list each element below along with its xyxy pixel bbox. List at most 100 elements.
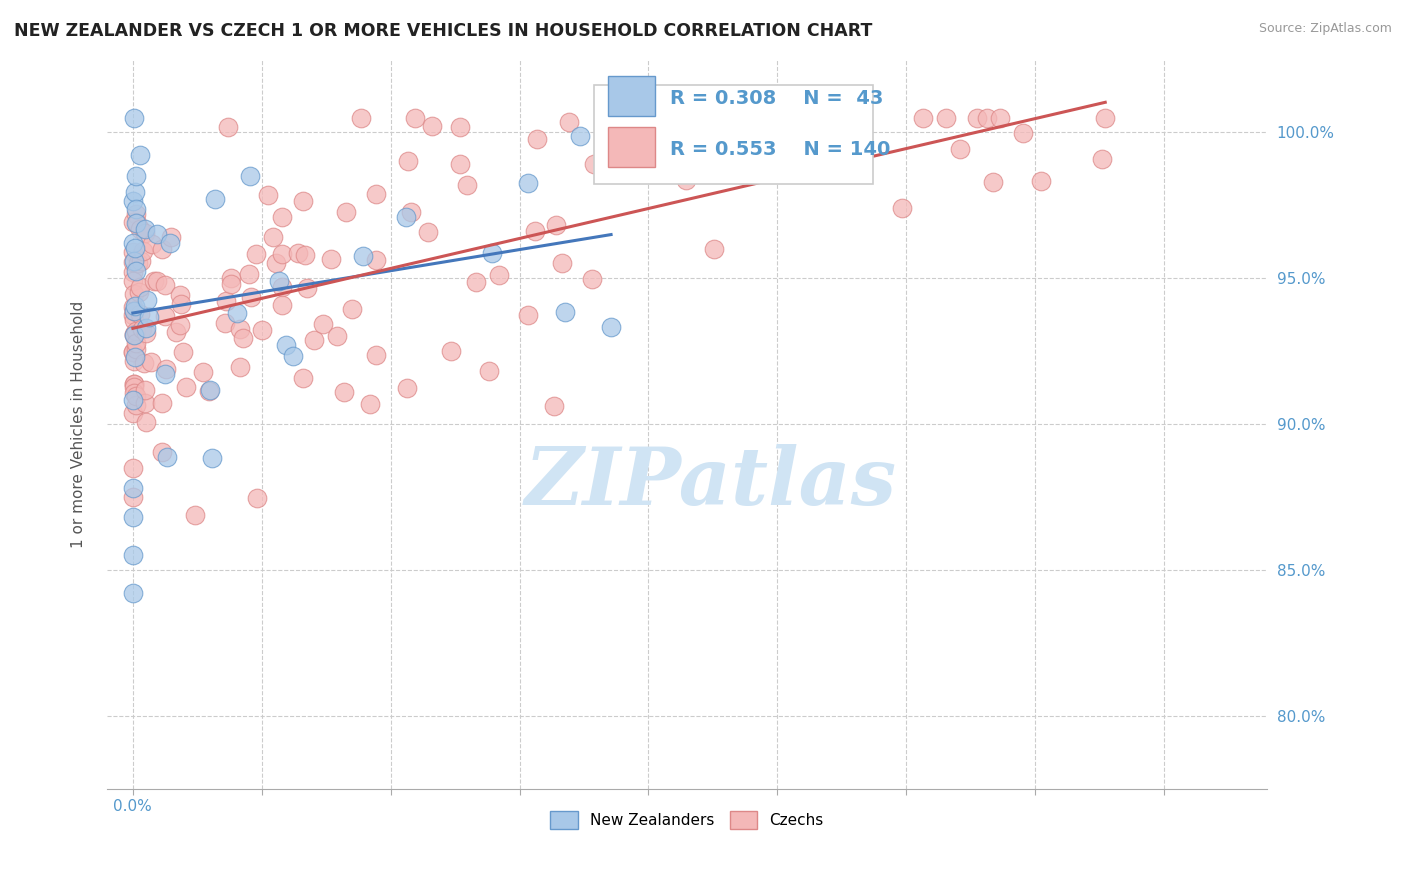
- Point: [150, 243, 173, 257]
- Point: [122, 304, 145, 318]
- Point: [239, 290, 262, 304]
- Point: [1029, 174, 1052, 188]
- Point: [981, 175, 1004, 189]
- Text: R = 0.308    N =  43: R = 0.308 N = 43: [669, 88, 883, 108]
- Point: [581, 271, 603, 285]
- Point: [125, 202, 148, 216]
- Point: [122, 345, 145, 359]
- Point: [169, 287, 191, 301]
- Point: [138, 310, 160, 324]
- Point: [153, 277, 176, 292]
- Point: [349, 111, 371, 125]
- Point: [122, 255, 145, 269]
- Text: ZIPatlas: ZIPatlas: [524, 443, 896, 521]
- Point: [219, 271, 242, 285]
- Point: [292, 194, 315, 208]
- Point: [125, 169, 148, 184]
- Point: [135, 326, 157, 341]
- Point: [169, 297, 191, 311]
- Point: [134, 396, 156, 410]
- Point: [264, 255, 287, 269]
- Point: [129, 222, 152, 236]
- Point: [124, 350, 146, 364]
- Point: [129, 148, 152, 162]
- Point: [332, 385, 354, 400]
- Point: [122, 406, 145, 420]
- Point: [125, 335, 148, 350]
- Point: [125, 216, 148, 230]
- Point: [124, 111, 146, 125]
- Point: [122, 510, 145, 524]
- Point: [416, 225, 439, 239]
- Point: [396, 153, 419, 168]
- Point: [122, 345, 145, 359]
- Point: [135, 321, 157, 335]
- Point: [124, 386, 146, 401]
- Point: [125, 324, 148, 338]
- Point: [364, 186, 387, 201]
- Text: R = 0.553    N = 140: R = 0.553 N = 140: [669, 140, 890, 159]
- Point: [675, 172, 697, 186]
- Point: [122, 328, 145, 343]
- Point: [150, 445, 173, 459]
- Point: [292, 371, 315, 385]
- Point: [125, 398, 148, 412]
- Point: [839, 111, 862, 125]
- Point: [198, 384, 221, 399]
- Point: [122, 376, 145, 391]
- Text: Source: ZipAtlas.com: Source: ZipAtlas.com: [1258, 22, 1392, 36]
- Point: [122, 481, 145, 495]
- Point: [399, 204, 422, 219]
- Point: [141, 355, 163, 369]
- Point: [229, 322, 252, 336]
- Point: [156, 450, 179, 464]
- Point: [481, 246, 503, 260]
- Point: [155, 309, 177, 323]
- Point: [122, 304, 145, 318]
- Point: [359, 397, 381, 411]
- Point: [551, 256, 574, 270]
- Point: [160, 229, 183, 244]
- Point: [165, 326, 187, 340]
- Point: [134, 355, 156, 369]
- Point: [465, 275, 488, 289]
- Point: [135, 415, 157, 429]
- Point: [569, 128, 592, 143]
- Point: [271, 246, 294, 260]
- Point: [340, 301, 363, 316]
- Point: [891, 201, 914, 215]
- Point: [262, 230, 284, 244]
- Point: [131, 322, 153, 336]
- Point: [129, 254, 152, 268]
- Point: [128, 279, 150, 293]
- Point: [808, 111, 831, 125]
- Point: [1091, 152, 1114, 166]
- Point: [814, 111, 837, 125]
- Point: [215, 293, 238, 308]
- Point: [449, 120, 471, 134]
- Point: [125, 216, 148, 230]
- Point: [554, 304, 576, 318]
- Point: [311, 317, 333, 331]
- Point: [132, 244, 155, 258]
- Point: [364, 253, 387, 268]
- Point: [703, 242, 725, 256]
- Point: [121, 460, 143, 475]
- Y-axis label: 1 or more Vehicles in Household: 1 or more Vehicles in Household: [72, 301, 86, 548]
- Point: [214, 316, 236, 330]
- Point: [152, 396, 174, 410]
- Point: [295, 281, 318, 295]
- Point: [124, 354, 146, 368]
- Point: [176, 379, 198, 393]
- Point: [184, 508, 207, 522]
- Point: [153, 367, 176, 381]
- Point: [122, 548, 145, 562]
- Point: [395, 210, 418, 224]
- Point: [246, 491, 269, 505]
- Point: [245, 247, 267, 261]
- Point: [257, 187, 280, 202]
- Point: [122, 273, 145, 287]
- Point: [517, 176, 540, 190]
- Point: [134, 226, 156, 240]
- Point: [404, 111, 426, 125]
